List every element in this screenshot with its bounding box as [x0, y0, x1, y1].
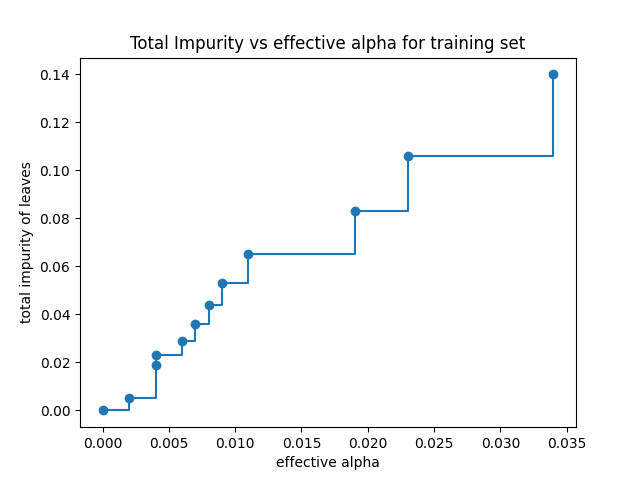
X-axis label: effective alpha: effective alpha — [276, 456, 380, 470]
Title: Total Impurity vs effective alpha for training set: Total Impurity vs effective alpha for tr… — [131, 35, 525, 53]
Y-axis label: total impurity of leaves: total impurity of leaves — [20, 161, 34, 324]
